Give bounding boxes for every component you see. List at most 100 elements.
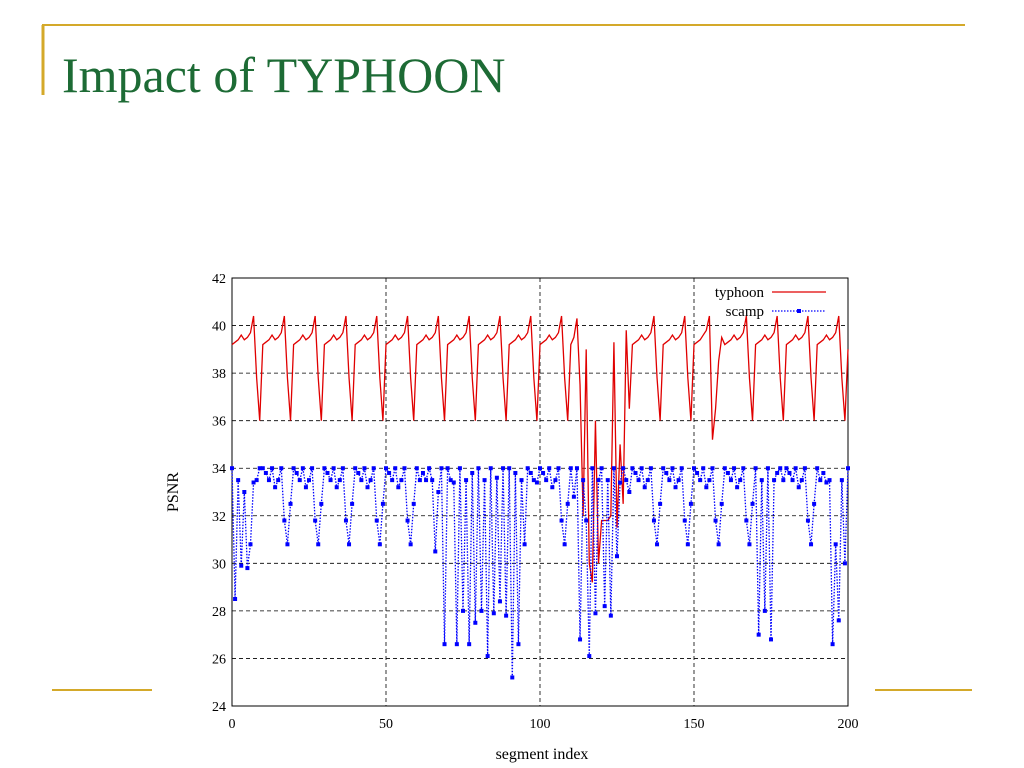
- point-marker: [630, 466, 635, 471]
- point-marker: [824, 480, 829, 485]
- point-marker: [531, 478, 536, 483]
- point-marker: [704, 485, 709, 490]
- point-marker: [307, 478, 311, 483]
- point-marker: [513, 470, 518, 475]
- point-marker: [488, 466, 493, 471]
- legend-label: typhoon: [715, 285, 765, 301]
- point-marker: [467, 642, 472, 647]
- point-marker: [507, 466, 512, 471]
- point-marker: [735, 485, 740, 490]
- point-marker: [282, 518, 287, 523]
- point-marker: [451, 480, 456, 485]
- point-marker: [574, 466, 579, 471]
- point-marker: [568, 466, 573, 471]
- point-marker: [713, 518, 718, 523]
- point-marker: [384, 466, 388, 471]
- point-marker: [445, 466, 450, 471]
- point-marker: [618, 480, 623, 485]
- y-tick-label: 40: [212, 320, 226, 335]
- point-marker: [297, 478, 302, 483]
- point-marker: [485, 654, 490, 659]
- point-marker: [359, 478, 364, 483]
- point-marker: [448, 478, 453, 483]
- point-marker: [772, 478, 777, 483]
- point-marker: [417, 478, 422, 483]
- point-marker: [562, 542, 567, 547]
- point-marker: [263, 470, 268, 475]
- point-marker: [750, 501, 755, 506]
- point-marker: [285, 542, 290, 547]
- point-marker: [411, 501, 416, 506]
- point-marker: [762, 608, 767, 613]
- point-marker: [464, 478, 469, 483]
- point-marker: [276, 478, 281, 483]
- point-marker: [639, 466, 644, 471]
- point-marker: [741, 466, 746, 471]
- y-tick-label: 26: [212, 652, 226, 667]
- point-marker: [273, 485, 278, 490]
- point-marker: [236, 478, 241, 483]
- point-marker: [821, 470, 826, 475]
- point-marker: [541, 470, 546, 475]
- point-marker: [279, 466, 284, 471]
- point-marker: [482, 478, 487, 483]
- point-marker: [744, 518, 749, 523]
- point-marker: [692, 466, 696, 471]
- point-marker: [796, 485, 801, 490]
- point-marker: [765, 466, 770, 471]
- point-marker: [516, 642, 521, 647]
- point-marker: [294, 470, 299, 475]
- point-marker: [230, 466, 234, 471]
- point-marker: [408, 542, 413, 547]
- point-marker: [368, 478, 373, 483]
- series-line: [231, 315, 849, 583]
- point-marker: [571, 494, 576, 499]
- point-marker: [328, 478, 333, 483]
- y-tick-label: 32: [212, 510, 226, 525]
- point-marker: [701, 466, 706, 471]
- point-marker: [322, 466, 327, 471]
- point-marker: [405, 518, 410, 523]
- point-marker: [251, 480, 256, 485]
- point-marker: [759, 478, 764, 483]
- point-marker: [390, 478, 395, 483]
- point-marker: [424, 478, 429, 483]
- point-marker: [522, 542, 527, 547]
- point-marker: [722, 466, 727, 471]
- point-marker: [624, 478, 629, 483]
- point-marker: [790, 478, 795, 483]
- point-marker: [805, 518, 810, 523]
- point-marker: [655, 542, 660, 547]
- point-marker: [658, 501, 663, 506]
- point-marker: [753, 466, 758, 471]
- point-marker: [528, 470, 533, 475]
- point-marker: [257, 466, 262, 471]
- point-marker: [473, 620, 478, 625]
- point-marker: [254, 478, 259, 483]
- x-axis-label: segment index: [496, 746, 589, 763]
- point-marker: [651, 518, 656, 523]
- point-marker: [248, 542, 253, 547]
- point-marker: [747, 542, 752, 547]
- point-marker: [590, 466, 595, 471]
- point-marker: [710, 466, 715, 471]
- point-marker: [494, 475, 499, 480]
- legend-label: scamp: [726, 304, 764, 320]
- point-marker: [550, 485, 555, 490]
- point-marker: [676, 478, 681, 483]
- point-marker: [303, 485, 308, 490]
- point-marker: [479, 608, 484, 613]
- point-marker: [818, 478, 823, 483]
- point-marker: [645, 478, 650, 483]
- point-marker: [470, 470, 475, 475]
- point-marker: [233, 597, 238, 601]
- point-marker: [319, 501, 324, 506]
- point-marker: [510, 675, 515, 680]
- point-marker: [812, 501, 817, 506]
- slide-title: Impact of TYPHOON: [62, 47, 505, 103]
- point-marker: [615, 554, 619, 559]
- x-tick-label: 50: [379, 717, 393, 732]
- x-tick-label: 0: [229, 717, 236, 732]
- point-marker: [778, 466, 783, 471]
- point-marker: [707, 478, 712, 483]
